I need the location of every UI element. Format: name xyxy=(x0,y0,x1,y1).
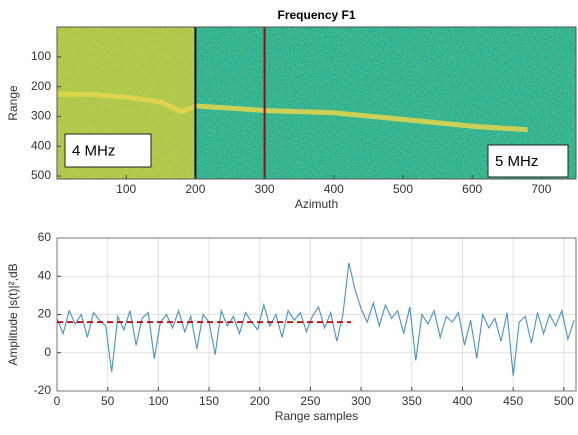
x-tick-label: 200 xyxy=(250,394,270,408)
x-tick-label: 450 xyxy=(503,394,523,408)
annotation-box xyxy=(64,133,152,168)
x-tick-label: 600 xyxy=(462,182,482,196)
surface-echo xyxy=(57,91,528,133)
y-tick-label: 0 xyxy=(44,345,51,359)
x-tick-label: 500 xyxy=(554,394,574,408)
plot-frame xyxy=(56,237,577,392)
x-tick-label: 100 xyxy=(116,182,136,196)
line-series xyxy=(56,262,575,376)
x-axis-label: Range samples xyxy=(275,409,358,423)
y-tick-label: 100 xyxy=(31,49,51,63)
y-axis-label: Amplitude |s(t)|²,dB xyxy=(6,263,20,365)
x-tick-label: 350 xyxy=(402,394,422,408)
y-axis-label: Range xyxy=(6,85,20,121)
annotation: 5 MHz xyxy=(495,153,538,170)
y-tick-label: 40 xyxy=(38,268,52,282)
x-tick-label: 300 xyxy=(255,182,275,196)
x-tick-label: 400 xyxy=(452,394,472,408)
x-axis-label: Azimuth xyxy=(295,197,338,211)
x-tick-label: 250 xyxy=(300,394,320,408)
y-tick-label: -20 xyxy=(34,383,52,397)
annotation-box xyxy=(487,144,569,178)
chart-title: Frequency F1 xyxy=(277,8,355,22)
y-tick-label: 300 xyxy=(31,109,51,123)
x-tick-label: 300 xyxy=(351,394,371,408)
y-tick-label: 400 xyxy=(31,138,51,152)
x-tick-label: 700 xyxy=(531,182,551,196)
x-tick-label: 100 xyxy=(148,394,168,408)
x-tick-label: 50 xyxy=(101,394,115,408)
y-tick-label: 500 xyxy=(31,168,51,182)
x-tick-label: 500 xyxy=(393,182,413,196)
annotation: 4 MHz xyxy=(72,142,115,159)
y-tick-label: 20 xyxy=(38,307,52,321)
y-tick-label: 60 xyxy=(38,230,52,244)
x-tick-label: 0 xyxy=(54,394,61,408)
y-tick-label: 200 xyxy=(31,79,51,93)
x-tick-label: 400 xyxy=(324,182,344,196)
x-tick-label: 150 xyxy=(199,394,219,408)
plot-frame xyxy=(56,26,577,180)
x-tick-label: 200 xyxy=(185,182,205,196)
